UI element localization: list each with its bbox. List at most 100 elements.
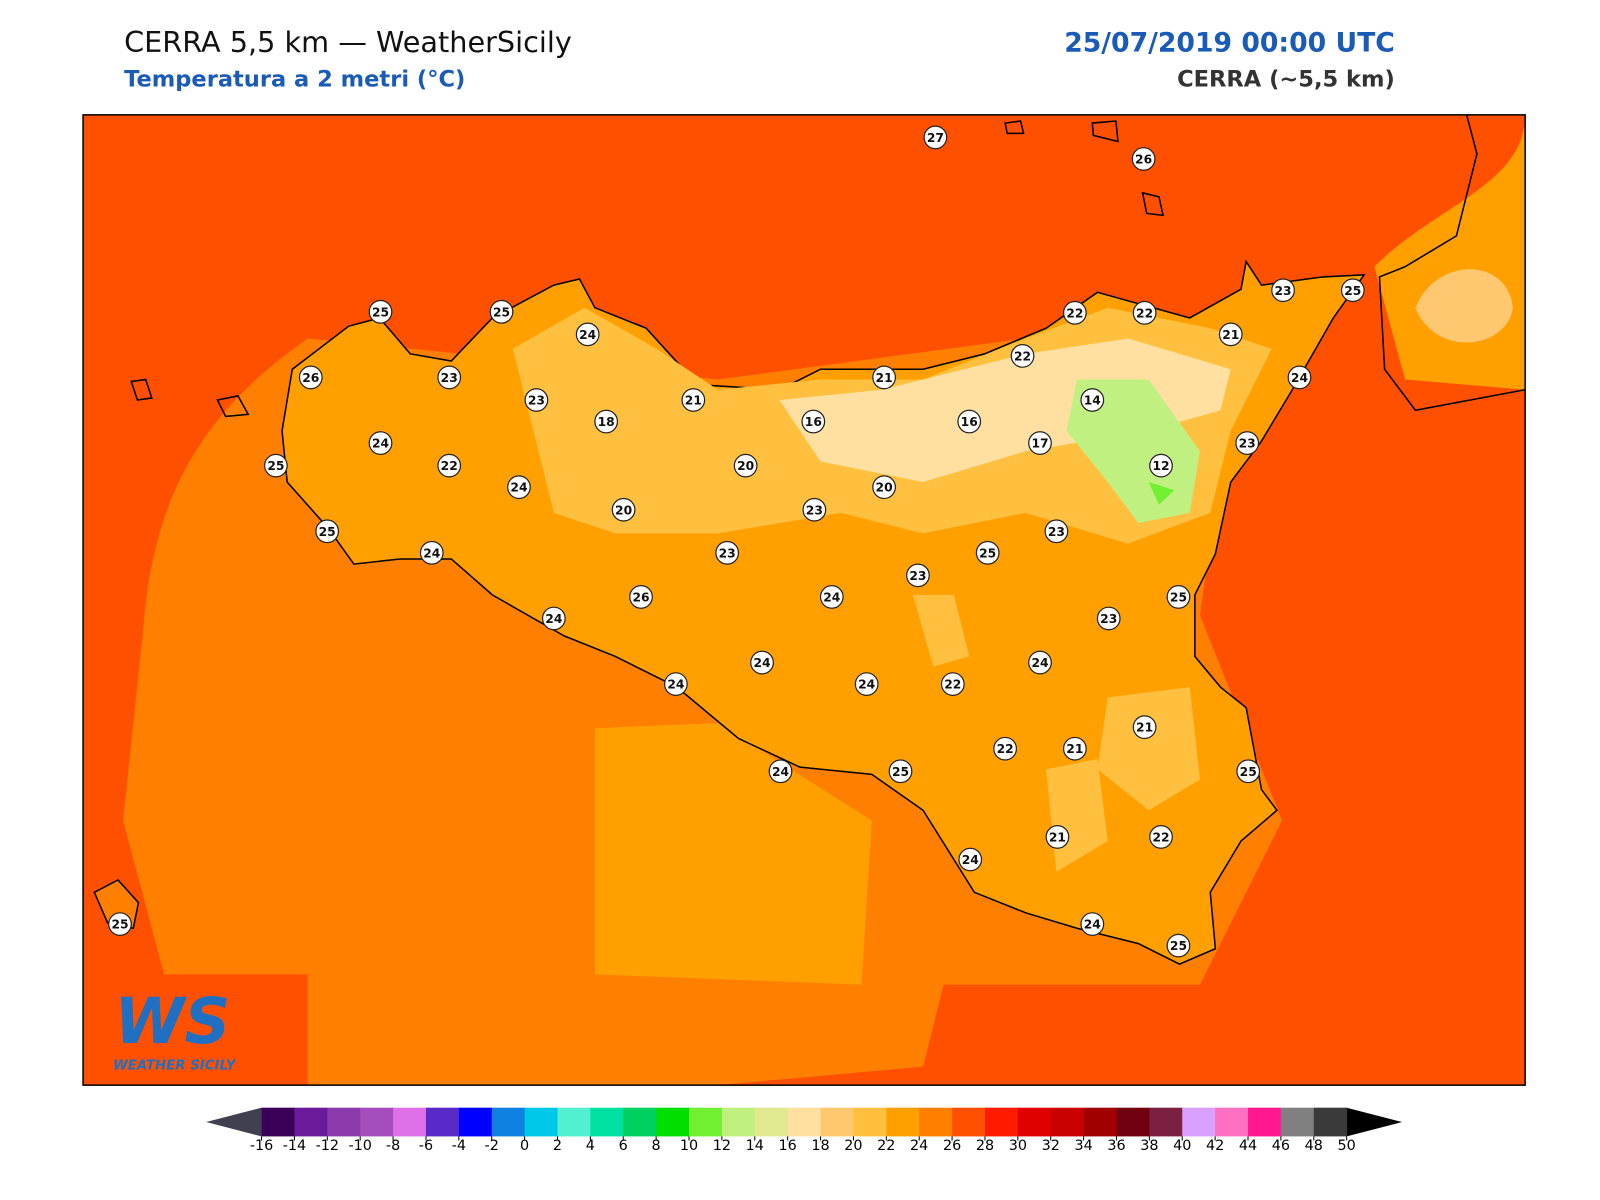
station-value: 21 — [1136, 721, 1153, 735]
station-value: 22 — [1014, 349, 1031, 363]
station-value: 23 — [909, 569, 926, 583]
station-value: 25 — [319, 525, 336, 539]
colorbar-segment — [820, 1107, 854, 1137]
station-value: 24 — [510, 481, 527, 495]
station-marker — [298, 365, 323, 390]
station-value: 26 — [1135, 152, 1152, 166]
station-value: 25 — [372, 305, 389, 319]
station-marker — [611, 497, 636, 522]
map-frame — [82, 114, 1526, 1086]
station-marker — [1062, 736, 1087, 761]
colorbar-tick-label: 16 — [779, 1138, 797, 1154]
colorbar-tick-label: 12 — [713, 1138, 731, 1154]
colorbar-tick-label: -6 — [419, 1138, 433, 1154]
station-value: 23 — [441, 371, 458, 385]
colorbar-segment — [1083, 1107, 1118, 1137]
colorbar-tick-label: 50 — [1338, 1138, 1356, 1154]
station-value: 26 — [302, 371, 319, 385]
station-marker — [906, 563, 930, 588]
colorbar-tick-label: 48 — [1305, 1138, 1323, 1154]
station-value: 24 — [858, 678, 875, 692]
station-marker — [1080, 912, 1105, 936]
island — [130, 378, 153, 401]
station-value: 23 — [719, 546, 736, 560]
colorbar-tick-label: 8 — [652, 1138, 661, 1154]
colorbar-segment — [623, 1107, 657, 1137]
colorbar-segment — [458, 1107, 493, 1137]
station-marker — [1028, 431, 1052, 455]
station-marker — [872, 365, 896, 390]
colorbar-tick-label: -10 — [348, 1138, 371, 1154]
field-16-18 — [779, 338, 1231, 483]
colorbar-tick-label: 30 — [1009, 1138, 1027, 1154]
colorbar-segment — [327, 1107, 361, 1137]
station-value: 24 — [372, 437, 389, 451]
station-marker — [768, 759, 793, 784]
station-value: 24 — [423, 546, 440, 560]
logo-text: WEATHER SICILY — [113, 1059, 237, 1074]
station-marker — [575, 322, 600, 347]
colorbar: -16 -14 -12 -10 -8 -6 -4 -2 0 2 4 6 8 10 12 14 16 18 20 22 2… — [206, 1107, 1403, 1154]
station-marker — [1149, 825, 1173, 849]
station-value: 24 — [1084, 918, 1101, 932]
colorbar-segment — [1050, 1107, 1085, 1137]
logo-mark: WS — [114, 984, 230, 1058]
station-marker — [872, 475, 896, 500]
station-value: 21 — [685, 394, 702, 408]
colorbar-tick-label: 22 — [877, 1138, 895, 1154]
subtitle: Temperatura a 2 metri (°C) — [124, 67, 465, 93]
station-marker — [1340, 278, 1365, 303]
station-value: 25 — [267, 459, 284, 473]
colorbar-tick-label: 40 — [1173, 1138, 1191, 1154]
station-value: 16 — [961, 415, 978, 429]
colorbar-tick-label: -12 — [316, 1138, 339, 1154]
colorbar-segment — [984, 1107, 1019, 1137]
field-22-24 — [594, 723, 872, 985]
colorbar-tick-label: 46 — [1272, 1138, 1290, 1154]
colorbar-segment — [261, 1107, 295, 1137]
station-marker — [1132, 715, 1157, 740]
station-marker — [681, 388, 706, 412]
colorbar-segment — [1182, 1107, 1216, 1137]
colorbar-segment — [294, 1107, 328, 1137]
station-marker — [993, 736, 1018, 761]
colorbar-tick-label: 2 — [553, 1138, 562, 1154]
colorbar-segment — [1116, 1107, 1150, 1137]
colorbar-segment — [721, 1107, 756, 1137]
colorbar-under — [206, 1107, 262, 1137]
station-value: 25 — [892, 765, 909, 779]
station-value: 25 — [1344, 284, 1361, 298]
station-value: 24 — [1031, 656, 1048, 670]
colorbar-tick-label: 20 — [844, 1138, 862, 1154]
station-value: 24 — [1291, 371, 1308, 385]
station-marker — [1045, 825, 1070, 849]
colorbar-tick-label: -4 — [452, 1138, 466, 1154]
station-marker — [368, 299, 393, 324]
station-marker — [750, 650, 774, 675]
colorbar-tick-label: 32 — [1042, 1138, 1060, 1154]
colorbar-tick-label: -16 — [250, 1138, 273, 1154]
station-value: 24 — [545, 612, 562, 626]
station-marker — [541, 606, 566, 631]
station-marker — [1149, 453, 1173, 478]
station-value: 23 — [528, 394, 545, 408]
station-marker — [1218, 322, 1243, 347]
colorbar-tick-label: 18 — [811, 1138, 829, 1154]
station-value: 22 — [1136, 306, 1153, 320]
station-value: 14 — [1084, 394, 1101, 408]
station-value: 26 — [632, 590, 649, 604]
station-marker — [437, 453, 462, 478]
station-value: 21 — [1222, 328, 1239, 342]
station-marker — [1235, 431, 1260, 455]
station-value: 21 — [1066, 742, 1083, 756]
colorbar-tick-label: 44 — [1239, 1138, 1257, 1154]
colorbar-segment — [689, 1107, 723, 1137]
station-marker — [1287, 365, 1312, 390]
colorbar-tick-label: 34 — [1074, 1138, 1092, 1154]
station-value: 25 — [493, 305, 510, 319]
station-value: 25 — [1240, 765, 1257, 779]
station-marker — [1271, 278, 1295, 303]
field-20-22 — [1097, 687, 1200, 811]
station-marker — [975, 540, 1000, 565]
